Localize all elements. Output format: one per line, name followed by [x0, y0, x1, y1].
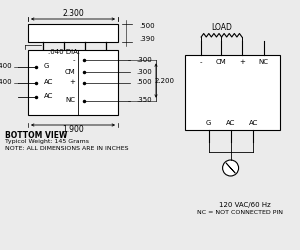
Bar	[185, 55, 280, 130]
Text: Typicol Weight: 145 Grams: Typicol Weight: 145 Grams	[5, 140, 89, 144]
Circle shape	[223, 160, 238, 176]
Bar	[28, 24, 118, 42]
Bar	[28, 50, 118, 115]
Text: -: -	[73, 57, 76, 63]
Text: .500: .500	[136, 79, 152, 85]
Text: G: G	[206, 120, 212, 126]
Text: 120 VAC/60 Hz: 120 VAC/60 Hz	[219, 202, 271, 208]
Text: +: +	[70, 79, 76, 85]
Text: 1.900: 1.900	[62, 126, 84, 134]
Text: .390: .390	[139, 36, 155, 42]
Text: .500: .500	[139, 23, 154, 29]
Text: .300: .300	[136, 57, 152, 63]
Text: AC: AC	[226, 120, 235, 126]
Text: +: +	[239, 59, 245, 65]
Text: AC: AC	[44, 79, 53, 85]
Text: G: G	[44, 64, 50, 70]
Text: CM: CM	[65, 68, 76, 74]
Text: NC = NOT CONNECTED PIN: NC = NOT CONNECTED PIN	[197, 210, 283, 214]
Text: NC: NC	[65, 97, 76, 103]
Text: -: -	[200, 59, 202, 65]
Text: .400: .400	[0, 78, 12, 84]
Text: 2.200: 2.200	[155, 78, 175, 84]
Text: .040 DIA.: .040 DIA.	[48, 49, 80, 55]
Text: .300: .300	[136, 68, 152, 74]
Text: 2.300: 2.300	[62, 10, 84, 18]
Text: AC: AC	[249, 120, 258, 126]
Text: BOTTOM VIEW: BOTTOM VIEW	[5, 130, 68, 140]
Text: AC: AC	[44, 93, 53, 99]
Text: LOAD: LOAD	[211, 24, 232, 32]
Text: .400: .400	[0, 63, 12, 69]
Text: NOTE: ALL DIMENSIONS ARE IN INCHES: NOTE: ALL DIMENSIONS ARE IN INCHES	[5, 146, 128, 150]
Text: NC: NC	[259, 59, 269, 65]
Text: CM: CM	[216, 59, 226, 65]
Text: .350: .350	[136, 97, 152, 103]
